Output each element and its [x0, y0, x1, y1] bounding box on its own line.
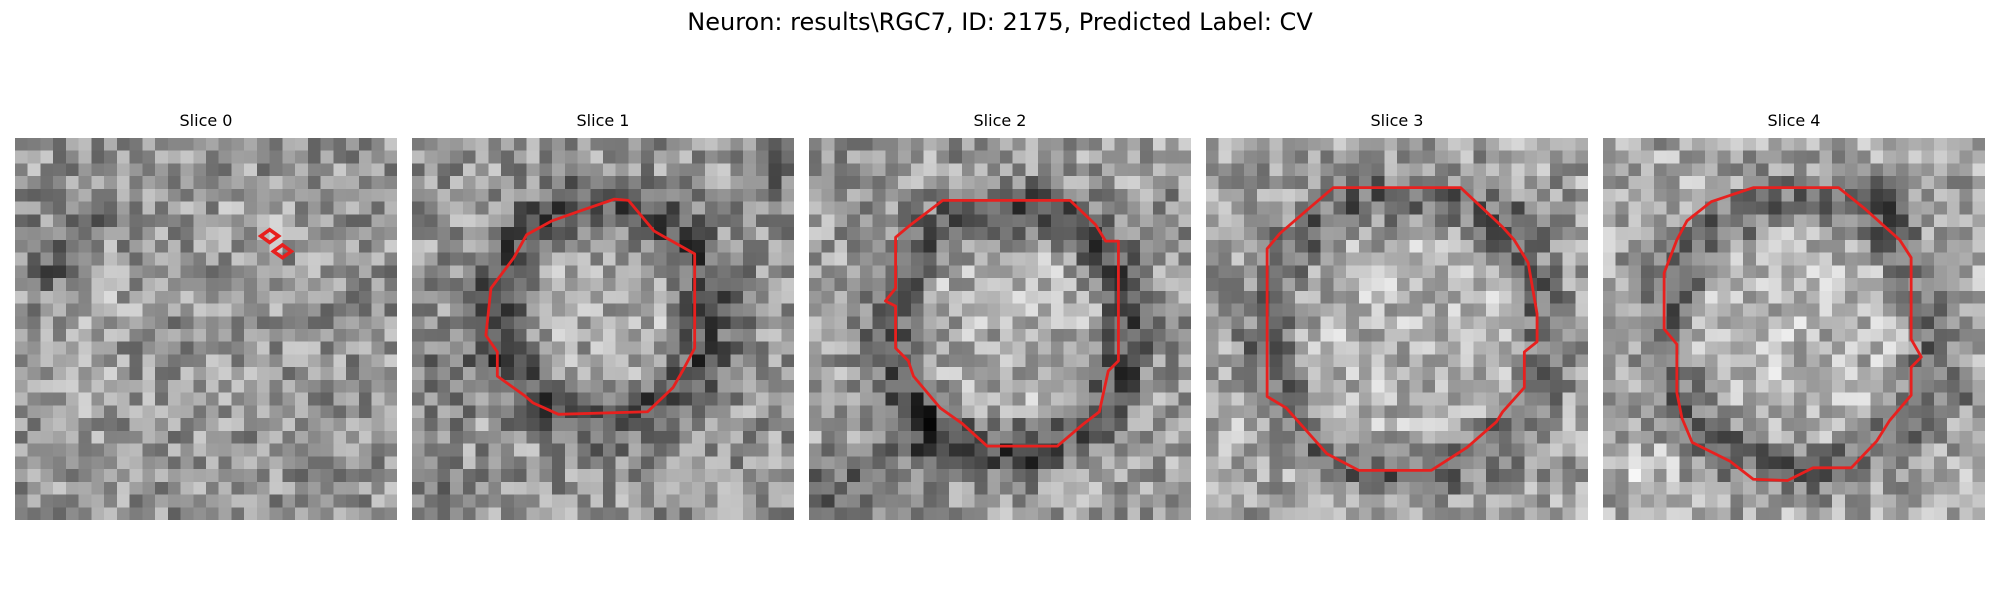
slice-panel-2: Slice 2	[809, 110, 1191, 520]
roi-contour	[1265, 186, 1539, 472]
slice-panel-3: Slice 3	[1206, 110, 1588, 520]
roi-contour	[1662, 186, 1923, 482]
roi-contour-overlay	[1662, 186, 1923, 482]
slice-panel-4: Slice 4	[1603, 110, 1985, 520]
figure-title: Neuron: results\RGC7, ID: 2175, Predicte…	[687, 8, 1313, 36]
slice-panel-0: Slice 0	[15, 110, 397, 520]
slice-image-1	[412, 138, 794, 520]
roi-contour-overlay	[484, 197, 697, 416]
roi-contour-overlay	[257, 227, 295, 260]
slice-image-pixels	[15, 138, 397, 520]
slice-image-3	[1206, 138, 1588, 520]
roi-contour	[484, 197, 697, 416]
slice-image-4	[1603, 138, 1985, 520]
slice-title-3: Slice 3	[1370, 111, 1424, 130]
slice-panel-1: Slice 1	[412, 110, 794, 520]
roi-contour	[883, 198, 1120, 448]
slice-title-1: Slice 1	[576, 111, 630, 130]
roi-contour	[257, 227, 282, 245]
slice-image-pixels	[1206, 138, 1588, 520]
slice-image-0	[15, 138, 397, 520]
roi-contour-overlay	[883, 198, 1120, 448]
slice-title-0: Slice 0	[179, 111, 233, 130]
roi-contour-overlay	[1265, 186, 1539, 472]
roi-contour	[270, 242, 295, 260]
slice-image-pixels	[1603, 138, 1985, 520]
slice-title-4: Slice 4	[1767, 111, 1821, 130]
slice-title-2: Slice 2	[973, 111, 1027, 130]
slice-image-2	[809, 138, 1191, 520]
